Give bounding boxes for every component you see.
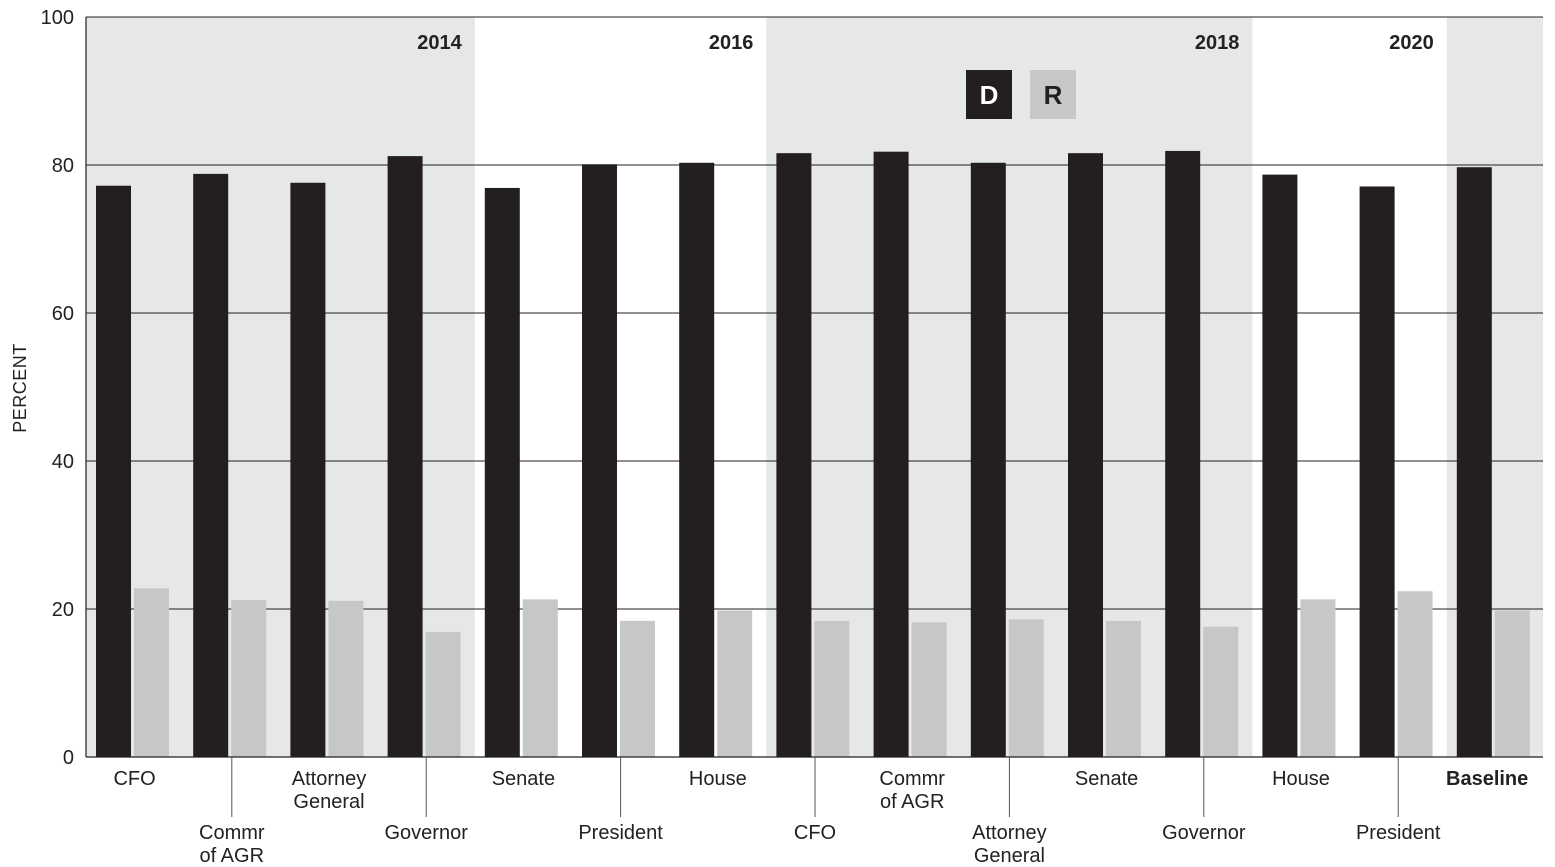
year-label-2018: 2018 — [1195, 32, 1240, 54]
bar-d-12 — [1262, 174, 1298, 757]
category-label-14-0: Baseline — [1446, 768, 1528, 790]
bar-d-10 — [1068, 153, 1103, 757]
bar-r-14 — [1494, 610, 1530, 757]
bar-d-4 — [484, 187, 520, 757]
bar-r-0 — [134, 588, 169, 757]
category-label-12-0: House — [1272, 768, 1330, 790]
bar-r-9 — [1008, 619, 1044, 757]
bar-d-3 — [387, 156, 423, 757]
legend-label-r: R — [1044, 80, 1063, 110]
bar-r-10 — [1106, 620, 1141, 757]
bars — [96, 150, 1530, 758]
bar-r-12 — [1300, 599, 1336, 757]
bar-d-1 — [193, 173, 229, 757]
category-label-3-0: Governor — [385, 822, 469, 844]
category-label-9-1: General — [974, 845, 1045, 867]
category-label-4-0: Senate — [492, 768, 555, 790]
category-label-5-0: President — [578, 822, 663, 844]
y-tick-label-100: 100 — [41, 7, 74, 29]
category-label-0-0: CFO — [113, 768, 155, 790]
category-label-1-1: of AGR — [200, 845, 264, 867]
category-label-13-0: President — [1356, 822, 1441, 844]
year-label-2016: 2016 — [709, 32, 754, 54]
bar-d-5 — [582, 164, 617, 757]
bar-r-6 — [717, 610, 753, 757]
gridlines — [86, 16, 1543, 610]
year-labels: 2014 2016 2018 2020 — [417, 32, 1434, 54]
category-label-8-1: of AGR — [880, 791, 944, 813]
bar-d-6 — [679, 162, 715, 757]
category-label-1-0: Commr — [199, 822, 265, 844]
category-label-6-0: House — [689, 768, 747, 790]
bar-r-8 — [911, 622, 947, 757]
bar-d-14 — [1456, 167, 1492, 758]
bar-r-7 — [814, 620, 850, 757]
y-tick-label-0: 0 — [63, 747, 74, 769]
bar-d-11 — [1165, 150, 1201, 757]
bar-d-2 — [290, 182, 326, 757]
bar-d-9 — [970, 162, 1006, 757]
bar-r-2 — [328, 600, 364, 757]
y-tick-label-20: 20 — [52, 599, 74, 621]
y-tick-label-40: 40 — [52, 451, 74, 473]
bar-r-3 — [425, 631, 461, 757]
y-tick-labels: 0 20 40 60 80 100 — [41, 7, 74, 769]
legend-swatch-d — [966, 70, 1012, 119]
bar-d-8 — [873, 151, 909, 757]
y-tick-label-80: 80 — [52, 155, 74, 177]
year-label-2020: 2020 — [1389, 32, 1434, 54]
category-label-10-0: Senate — [1075, 768, 1138, 790]
category-label-2-0: Attorney — [292, 768, 366, 790]
bar-r-4 — [522, 599, 558, 757]
bar-r-11 — [1203, 626, 1239, 757]
bar-r-1 — [231, 600, 267, 757]
bar-d-13 — [1359, 186, 1395, 757]
legend-label-d: D — [980, 80, 999, 110]
year-label-2014: 2014 — [417, 32, 462, 54]
y-axis-title: PERCENT — [10, 343, 30, 433]
category-label-11-0: Governor — [1162, 822, 1246, 844]
legend-swatch-r — [1030, 70, 1076, 119]
category-label-2-1: General — [293, 791, 364, 813]
category-label-9-0: Attorney — [972, 822, 1046, 844]
bar-r-5 — [620, 620, 655, 757]
bar-d-7 — [776, 153, 812, 757]
bar-r-13 — [1397, 591, 1433, 757]
bar-d-0 — [96, 185, 131, 758]
y-tick-label-60: 60 — [52, 303, 74, 325]
category-label-8-0: Commr — [879, 768, 945, 790]
category-label-7-0: CFO — [794, 822, 836, 844]
